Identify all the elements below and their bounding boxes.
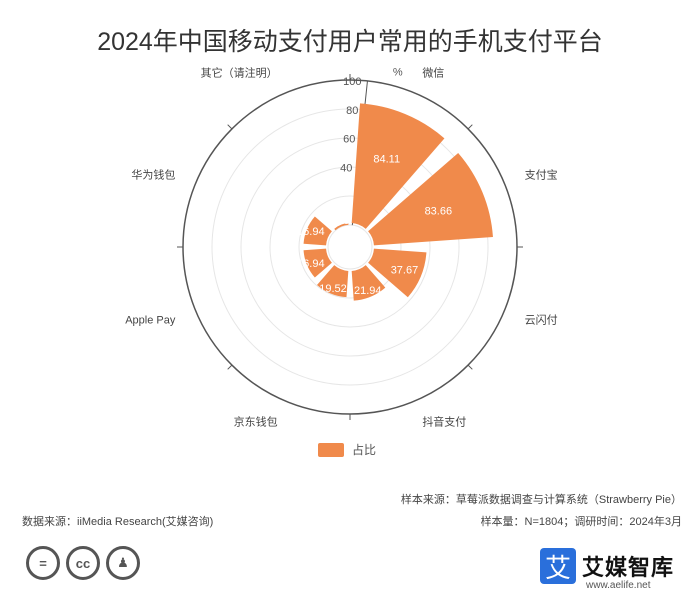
cc-icon: cc xyxy=(66,546,100,580)
data-label: 16.94 xyxy=(297,226,325,238)
grid-ring xyxy=(211,108,489,386)
data-label: 21.94 xyxy=(354,285,382,297)
angle-tick xyxy=(227,124,233,130)
angle-tick xyxy=(467,364,473,370)
category-label: Apple Pay xyxy=(125,314,176,326)
data-label: 37.67 xyxy=(391,265,419,277)
category-label: 华为钱包 xyxy=(131,168,175,182)
radial-unit-label: % xyxy=(393,66,403,78)
bar-wedge xyxy=(368,248,427,298)
legend[interactable]: 占比 xyxy=(318,441,376,458)
legend-swatch xyxy=(318,442,344,457)
category-label: 其它（请注明） xyxy=(201,65,278,79)
bar-wedge xyxy=(351,265,386,301)
footer-sample: 样本来源：草莓派数据调查与计算系统（Strawberry Pie） 样本量：N=… xyxy=(401,489,682,533)
bar-wedge xyxy=(303,216,332,246)
grid-ring xyxy=(269,166,431,328)
data-source: 数据来源：iiMedia Research(艾媒咨询) xyxy=(22,516,214,528)
radial-tick-label: 40 xyxy=(340,162,352,174)
radial-tick-label: 60 xyxy=(343,134,355,146)
category-label: 云闪付 xyxy=(525,312,558,326)
data-label: 83.66 xyxy=(425,205,453,217)
person-icon: ♟ xyxy=(106,546,140,580)
brand-url: www.aelife.net xyxy=(586,580,651,591)
bar-wedge xyxy=(368,152,493,246)
data-label: 84.11 xyxy=(373,153,400,165)
bar-wedge xyxy=(303,248,332,278)
bar-wedge xyxy=(316,265,349,298)
data-label: 16.94 xyxy=(297,258,325,270)
sample-source: 样本来源：草莓派数据调查与计算系统（Strawberry Pie） xyxy=(400,494,682,506)
equals-icon: = xyxy=(26,546,60,580)
bar-wedge xyxy=(334,223,349,231)
bar-wedge xyxy=(351,103,445,229)
sample-info: 样本量：N=1804；调研时间：2024年3月 xyxy=(480,516,682,528)
category-label: 京东钱包 xyxy=(234,415,278,429)
cc-license: = cc ♟ xyxy=(26,546,140,580)
angle-tick xyxy=(227,364,233,370)
radial-tick-label: 100 xyxy=(343,76,361,88)
category-label: 微信 xyxy=(422,65,444,79)
inner-ring xyxy=(327,224,373,270)
data-label: 19.52 xyxy=(319,283,347,295)
data-label: 0.15 xyxy=(328,215,349,227)
brand-name: 艾媒智库 xyxy=(582,555,675,580)
grid-ring xyxy=(298,195,402,299)
grid-ring xyxy=(240,137,460,357)
category-label: 支付宝 xyxy=(525,168,558,182)
legend-label: 占比 xyxy=(352,443,377,457)
brand-mark: 艾 xyxy=(540,548,576,584)
category-label: 抖音支付 xyxy=(422,415,466,429)
angle-tick xyxy=(467,124,473,130)
brand-logo: 艾 艾媒智库 xyxy=(540,548,674,584)
radial-tick-label: 80 xyxy=(346,105,358,117)
chart-title: 2024年中国移动支付用户常用的手机支付平台 xyxy=(97,28,603,56)
